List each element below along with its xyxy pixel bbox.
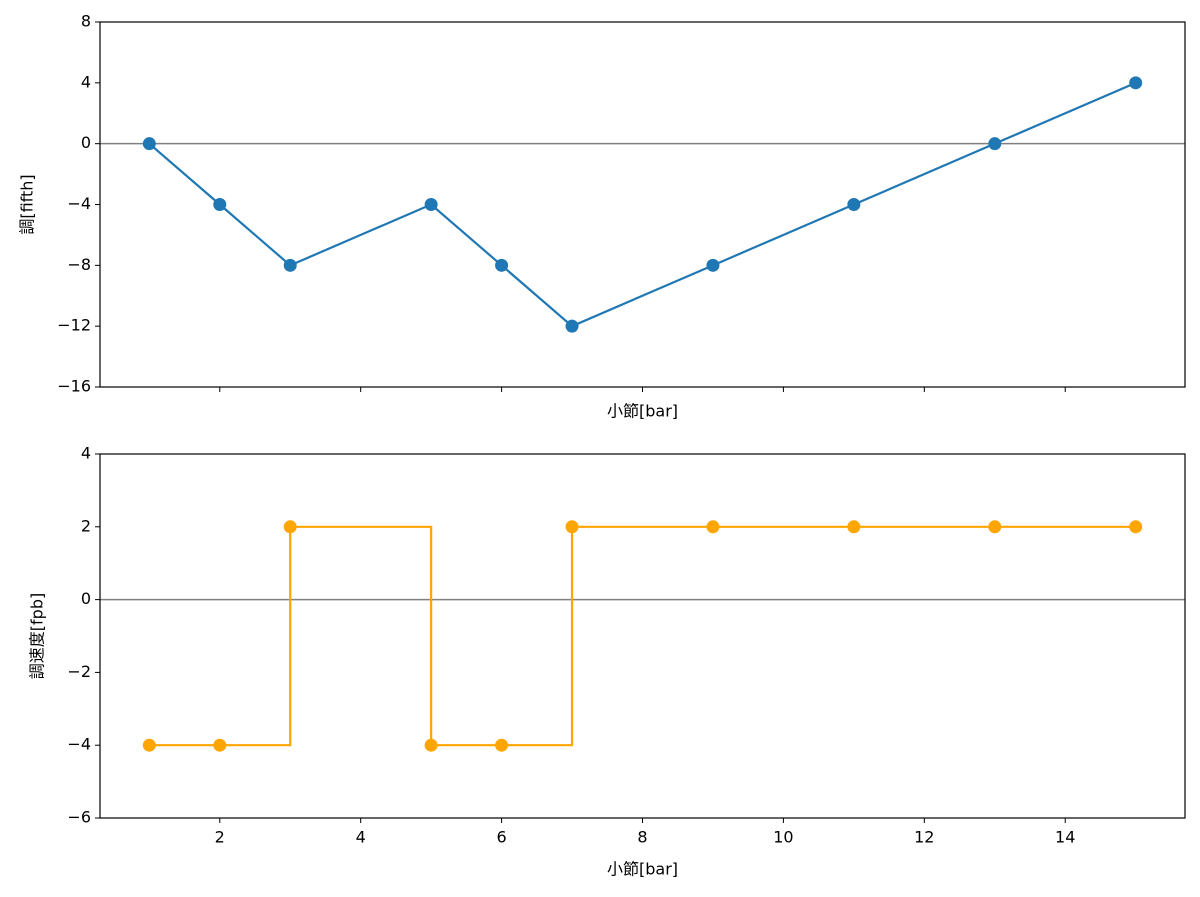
y-tick-label: −4 bbox=[67, 194, 91, 213]
y-tick-label: 4 bbox=[81, 72, 91, 91]
y-tick-label: 8 bbox=[81, 12, 91, 31]
y-axis-label: 調速度[fpb] bbox=[28, 593, 47, 679]
y-tick-label: 0 bbox=[81, 133, 91, 152]
data-point bbox=[283, 520, 297, 534]
x-tick-label: 2 bbox=[215, 828, 225, 847]
y-tick-label: −4 bbox=[67, 735, 91, 754]
x-tick-label: 10 bbox=[773, 828, 793, 847]
y-tick-label: 2 bbox=[81, 516, 91, 535]
data-line bbox=[148, 81, 1137, 328]
data-point bbox=[565, 319, 579, 333]
y-tick-label: −12 bbox=[57, 316, 91, 335]
data-point bbox=[495, 738, 509, 752]
data-point bbox=[213, 738, 227, 752]
data-point bbox=[213, 198, 227, 211]
x-tick-label: 6 bbox=[496, 828, 506, 847]
data-point bbox=[1129, 520, 1143, 534]
y-tick-label: 0 bbox=[81, 589, 91, 608]
data-point bbox=[142, 137, 156, 151]
data-point bbox=[988, 137, 1002, 151]
data-point bbox=[988, 520, 1002, 534]
plot-frame bbox=[99, 21, 1186, 388]
y-tick-label: −8 bbox=[67, 255, 91, 274]
data-point bbox=[847, 198, 861, 211]
x-tick-label: 14 bbox=[1055, 828, 1075, 847]
data-line bbox=[149, 525, 1136, 747]
data-point bbox=[424, 198, 438, 211]
data-point bbox=[847, 520, 861, 534]
y-tick-label: −2 bbox=[67, 662, 91, 681]
data-point bbox=[706, 258, 720, 272]
x-tick-label: 4 bbox=[356, 828, 366, 847]
y-tick-label: 4 bbox=[81, 444, 91, 463]
data-point bbox=[495, 258, 509, 272]
y-tick-label: −6 bbox=[67, 808, 91, 827]
x-tick-label: 12 bbox=[914, 828, 934, 847]
data-point bbox=[706, 520, 720, 534]
data-point bbox=[142, 738, 156, 752]
plot-frame bbox=[99, 453, 1186, 819]
x-axis-label: 小節[bar] bbox=[607, 860, 678, 879]
data-point bbox=[1129, 76, 1143, 90]
x-axis-label: 小節[bar] bbox=[607, 402, 678, 421]
data-point bbox=[283, 258, 297, 272]
data-point bbox=[565, 520, 579, 534]
y-tick-label: −16 bbox=[57, 377, 91, 396]
y-axis-label: 調[fifth] bbox=[18, 174, 37, 234]
data-point bbox=[424, 738, 438, 752]
x-tick-label: 8 bbox=[637, 828, 647, 847]
